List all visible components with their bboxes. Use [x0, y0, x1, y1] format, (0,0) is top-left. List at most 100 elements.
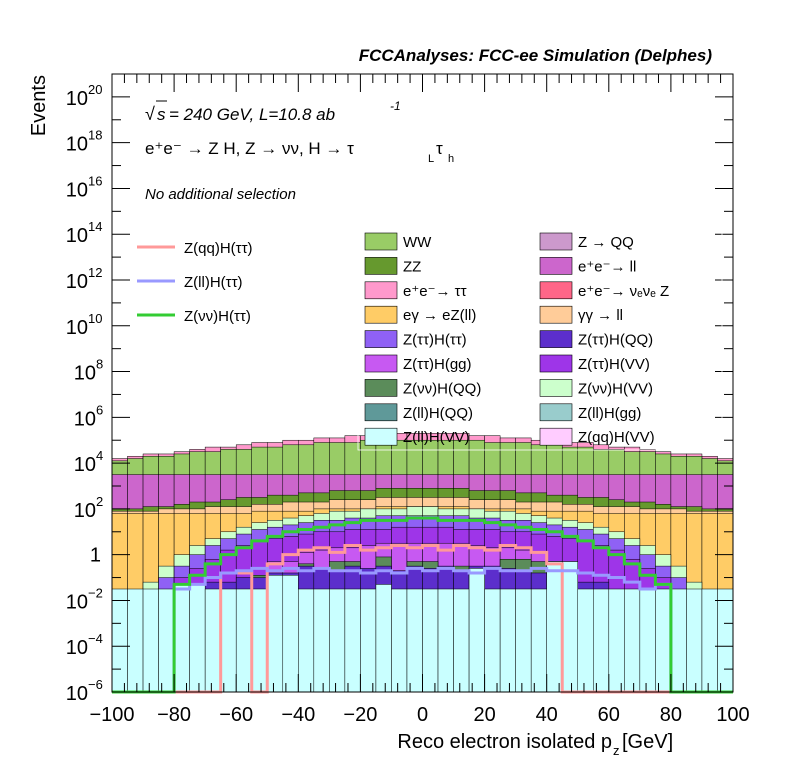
y-tick-exponent: 16 [88, 173, 102, 188]
y-tick-label: 10 12 [66, 265, 103, 293]
y-tick-exponent: −6 [88, 677, 103, 692]
y-tick-label: 10 −2 [66, 585, 103, 613]
bar-z-ll-h-vv [577, 588, 594, 693]
y-tick-exponent: 14 [88, 219, 102, 234]
y-tick-base: 10 [66, 637, 88, 659]
energy-lumi-text: = 240 GeV, L=10.8 ab [169, 105, 335, 124]
x-tick-label: 100 [716, 704, 749, 726]
legend-swatch [539, 281, 573, 300]
y-tick-base: 10 [74, 454, 96, 476]
legend-swatch [539, 354, 573, 373]
legend-label: WW [403, 234, 432, 251]
bar-z-ll-h-vv [267, 575, 284, 693]
bar-z-ll-h-vv [329, 588, 346, 693]
y-tick-exponent: 18 [88, 128, 102, 143]
legend-box-entry: ZZ [364, 257, 421, 275]
bar-z-ll-h-vv [127, 588, 144, 693]
line-z-ll-h [112, 566, 733, 694]
y-tick-exponent: 10 [88, 311, 102, 326]
legend-box-entry: eγ → eZ(ll) [364, 305, 476, 324]
y-tick-label: 10 6 [74, 402, 103, 430]
sqrt-s: s [157, 105, 166, 124]
y-tick-exponent: 4 [96, 448, 103, 463]
legend-swatch [539, 232, 573, 251]
legend-label: e⁺e⁻→ νₑνₑ Z [578, 283, 669, 300]
process-text: e⁺e⁻ → Z H, Z → νν, H → τ [145, 139, 354, 158]
legend-swatch [364, 330, 398, 348]
bar-z-ll-h-vv [593, 588, 610, 693]
bar-z-ll-h-vv [406, 588, 423, 693]
bar-z-ll-h-vv [453, 588, 470, 693]
bar-z-ll-h-vv [220, 588, 237, 693]
legend-swatch [364, 403, 398, 422]
bar-z-ll-h-vv [639, 588, 656, 693]
legend-swatch [539, 427, 573, 446]
x-tick-label: 20 [473, 704, 495, 726]
legend-label: ZZ [403, 258, 421, 275]
legend-label: Z(νν)H(VV) [578, 380, 653, 397]
legend-swatch [364, 354, 398, 373]
legend-swatch [364, 257, 398, 275]
legend-line-entry: Z(νν)H(ττ) [137, 308, 251, 325]
legend-line-label: Z(qq)H(ττ) [184, 240, 253, 257]
y-tick-exponent: 6 [96, 402, 103, 417]
legend-box-entry: γγ → ll [539, 305, 623, 324]
legend-label: Z(ττ)H(ττ) [403, 332, 467, 349]
legend-label: Z(ll)H(VV) [403, 429, 470, 446]
y-tick-base: 10 [74, 363, 96, 385]
axes: −100 −80 −60 −40 −20 0 20 40 60 80 10010−610−410−2… [66, 73, 750, 726]
legend-swatch [539, 379, 573, 397]
legend-label: γγ → ll [578, 307, 623, 324]
y-tick-label: 10 16 [66, 173, 103, 201]
y-tick-base: 10 [74, 500, 96, 522]
bar-z-ll-h-vv [282, 575, 299, 693]
y-axis-title: Events [28, 75, 50, 136]
x-tick-label: −60 [219, 704, 253, 726]
bar-z-ll-h-vv [111, 588, 128, 693]
x-tick-label: −40 [281, 704, 315, 726]
line-z-h [112, 516, 733, 694]
legend-box-entry: WW [364, 232, 432, 251]
bar-z-ll-h-vv [251, 588, 268, 693]
y-tick-label: 10 14 [66, 219, 103, 247]
legend-frame [357, 231, 723, 451]
x-tick-label: −20 [343, 704, 377, 726]
legend-line-entry: Z(qq)H(ττ) [137, 240, 253, 257]
x-axis-title: Reco electron isolated p z [GeV] [397, 731, 673, 758]
y-tick-label: 10 −6 [66, 677, 103, 705]
y-tick-label: 10 −4 [66, 631, 103, 659]
bar-z-ll-h-vv [546, 561, 563, 693]
tau1-subscript: L [428, 153, 434, 165]
legend-box-entry: e⁺e⁻→ νₑνₑ Z [539, 281, 669, 300]
bar-z-ll-h-vv [515, 588, 532, 693]
legend-swatch [539, 330, 573, 348]
y-tick-base: 10 [66, 88, 88, 110]
y-tick-label: 10 20 [66, 82, 103, 110]
bar-z-ll-h-vv [360, 588, 377, 693]
y-tick-exponent: 2 [96, 494, 103, 509]
y-tick-base: 10 [66, 225, 88, 247]
legend: Z(qq)H(ττ) Z(ll)H(ττ) Z(νν)H(ττ) WW Z → QQ ZZ… [137, 231, 723, 451]
bar-z-ll-h-vv [391, 588, 408, 693]
y-tick-label: 10 10 [66, 311, 103, 339]
legend-swatch [364, 281, 398, 300]
legend-swatch [539, 305, 573, 324]
bar-z-ll-h-vv [530, 588, 547, 693]
bar-z-ll-h-vv [375, 584, 392, 693]
legend-box-entry: Z(ττ)H(VV) [539, 354, 650, 373]
annotation-energy: √ s = 240 GeV, L=10.8 ab -1 [145, 99, 401, 124]
legend-label: Z(ll)H(QQ) [403, 405, 473, 422]
bar-z-ll-h-vv [437, 588, 454, 693]
chart-title: FCCAnalyses: FCC-ee Simulation (Delphes) [359, 46, 713, 65]
legend-label: Z(ττ)H(QQ) [578, 332, 653, 349]
y-tick-base: 10 [74, 408, 96, 430]
legend-line-label: Z(νν)H(ττ) [184, 308, 251, 325]
y-tick-base: 10 [66, 683, 88, 705]
legend-swatch [364, 232, 398, 251]
y-tick-label: 10 18 [66, 128, 103, 156]
legend-label: Z(qq)H(VV) [578, 429, 655, 446]
legend-line-entry: Z(ll)H(ττ) [137, 274, 243, 291]
legend-swatch [539, 403, 573, 422]
y-tick-base: 10 [66, 591, 88, 613]
